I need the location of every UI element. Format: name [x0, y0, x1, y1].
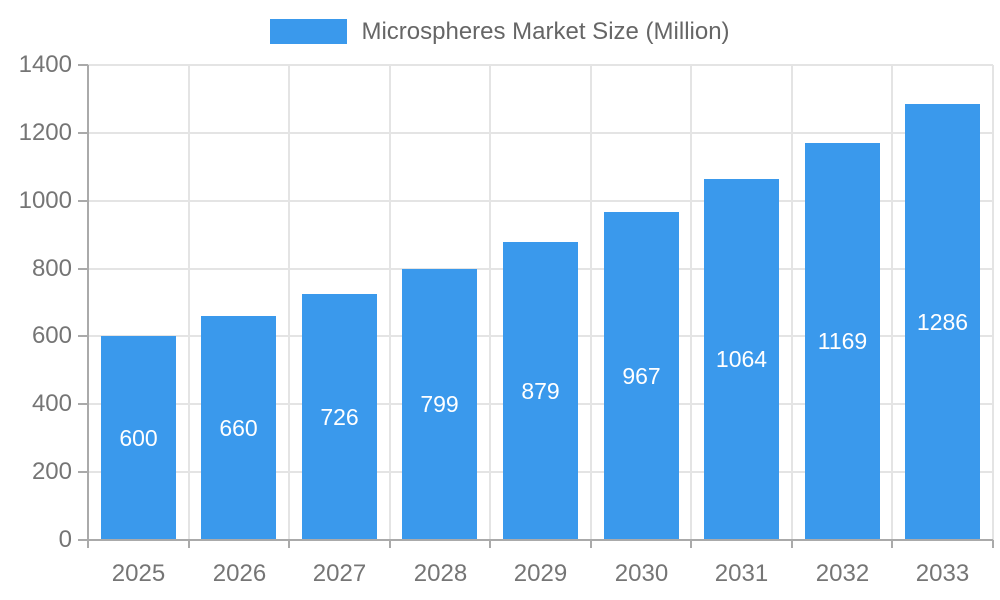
bar-value-label: 967: [622, 362, 661, 389]
x-axis-label: 2026: [212, 560, 267, 587]
x-axis-label: 2027: [312, 560, 367, 587]
x-tick: [489, 540, 491, 548]
x-tick: [590, 540, 592, 548]
x-axis-label: 2030: [614, 560, 669, 587]
v-gridline: [791, 65, 793, 540]
bar-value-label: 1064: [715, 346, 768, 372]
v-gridline: [489, 65, 491, 540]
x-tick: [288, 540, 290, 548]
h-gridline: [88, 200, 993, 202]
y-axis-line: [87, 65, 89, 548]
x-tick: [791, 540, 793, 548]
bar: 1169: [805, 143, 880, 540]
y-tick: [78, 335, 88, 337]
bar: 879: [503, 242, 578, 540]
bar: 726: [302, 294, 377, 540]
bar-value-label: 1286: [916, 308, 969, 335]
legend-swatch: [270, 18, 348, 44]
v-gridline: [590, 65, 592, 540]
x-tick: [690, 540, 692, 548]
x-axis-label: 2028: [413, 560, 468, 587]
v-gridline: [992, 65, 994, 540]
v-gridline: [288, 65, 290, 540]
x-tick: [992, 540, 994, 548]
bar-value-label: 600: [119, 424, 158, 451]
x-axis-label: 2029: [513, 560, 568, 587]
y-tick: [78, 268, 88, 270]
bar: 1064: [704, 179, 779, 540]
y-axis-label: 1200: [18, 119, 72, 146]
bar: 600: [101, 336, 176, 540]
chart-legend[interactable]: Microspheres Market Size (Million): [0, 8, 1000, 54]
h-gridline: [88, 132, 993, 134]
y-axis-label: 1400: [18, 51, 72, 78]
v-gridline: [690, 65, 692, 540]
bar-value-label: 726: [320, 403, 359, 430]
bar-value-label: 1169: [817, 328, 868, 354]
x-tick: [87, 540, 89, 548]
x-tick: [891, 540, 893, 548]
x-axis-label: 2033: [915, 560, 970, 587]
v-gridline: [188, 65, 190, 540]
x-tick: [188, 540, 190, 548]
x-axis-line: [78, 539, 993, 541]
y-tick: [78, 471, 88, 473]
y-axis-label: 0: [58, 526, 72, 553]
bar-value-label: 660: [219, 414, 258, 441]
y-axis-label: 600: [31, 322, 72, 349]
x-axis-label: 2032: [815, 560, 870, 587]
y-tick: [78, 64, 88, 66]
v-gridline: [389, 65, 391, 540]
v-gridline: [891, 65, 893, 540]
bar: 799: [402, 269, 477, 540]
y-axis-label: 400: [31, 390, 72, 417]
x-axis-label: 2025: [111, 560, 166, 587]
x-tick: [389, 540, 391, 548]
bar: 660: [201, 316, 276, 540]
bar-value-label: 799: [420, 391, 459, 417]
x-axis-label: 2031: [714, 560, 769, 587]
y-tick: [78, 403, 88, 405]
y-tick: [78, 132, 88, 134]
y-axis-label: 1000: [18, 187, 72, 214]
bar: 967: [604, 212, 679, 540]
legend-label: Microspheres Market Size (Million): [361, 17, 730, 45]
y-tick: [78, 539, 88, 541]
bar-value-label: 879: [521, 377, 560, 404]
y-axis-label: 200: [31, 458, 72, 485]
y-axis-label: 800: [31, 255, 72, 282]
h-gridline: [88, 64, 993, 66]
bar: 1286: [905, 104, 980, 540]
y-tick: [78, 200, 88, 202]
